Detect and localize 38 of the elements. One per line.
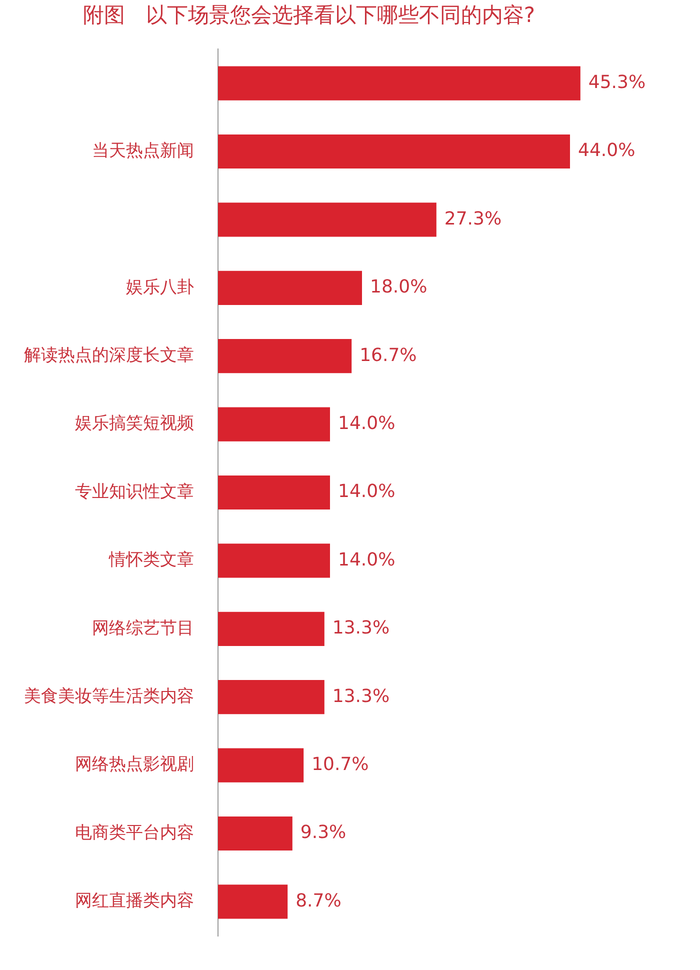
bar xyxy=(218,884,288,919)
y-tick-label: 娱乐八卦 xyxy=(126,277,194,298)
bar xyxy=(218,612,324,646)
data-label: 18.0% xyxy=(370,276,428,298)
bar xyxy=(218,339,352,374)
y-tick-label: 电商类平台内容 xyxy=(75,822,194,843)
data-label: 10.7% xyxy=(312,754,369,775)
data-label: 14.0% xyxy=(338,481,396,502)
bar xyxy=(218,202,436,237)
bar xyxy=(218,748,304,782)
data-label: 45.3% xyxy=(588,72,646,93)
data-label: 27.3% xyxy=(444,208,502,230)
data-label: 14.0% xyxy=(338,549,396,570)
data-label: 16.7% xyxy=(360,344,417,366)
data-label: 44.0% xyxy=(578,140,636,162)
bar xyxy=(218,270,362,305)
data-label: 9.3% xyxy=(300,822,346,844)
bar xyxy=(218,475,330,510)
data-label: 8.7% xyxy=(296,890,342,912)
data-label: 13.3% xyxy=(332,686,390,707)
bar xyxy=(218,680,324,714)
y-tick-label: 情怀类文章 xyxy=(108,550,194,570)
bar xyxy=(218,816,292,851)
bar xyxy=(218,66,580,100)
bar xyxy=(218,544,330,578)
data-label: 14.0% xyxy=(338,412,396,434)
y-tick-label: 网络热点影视剧 xyxy=(75,754,194,775)
y-tick-label: 解读热点的深度长文章 xyxy=(24,346,194,366)
y-tick-label: 网络综艺节目 xyxy=(92,618,194,638)
y-tick-label: 娱乐搞笑短视频 xyxy=(75,414,194,434)
y-tick-label: 网红直播类内容 xyxy=(75,891,194,912)
bar xyxy=(218,407,330,442)
chart-title: 附图 以下场景您会选择看以下哪些不同的内容? xyxy=(82,3,536,28)
y-tick-label: 专业知识性文章 xyxy=(75,482,194,502)
bar xyxy=(218,134,570,169)
y-tick-label: 美食美妆等生活类内容 xyxy=(24,686,194,707)
data-label: 13.3% xyxy=(332,618,390,639)
y-tick-label: 当天热点新闻 xyxy=(92,140,194,161)
